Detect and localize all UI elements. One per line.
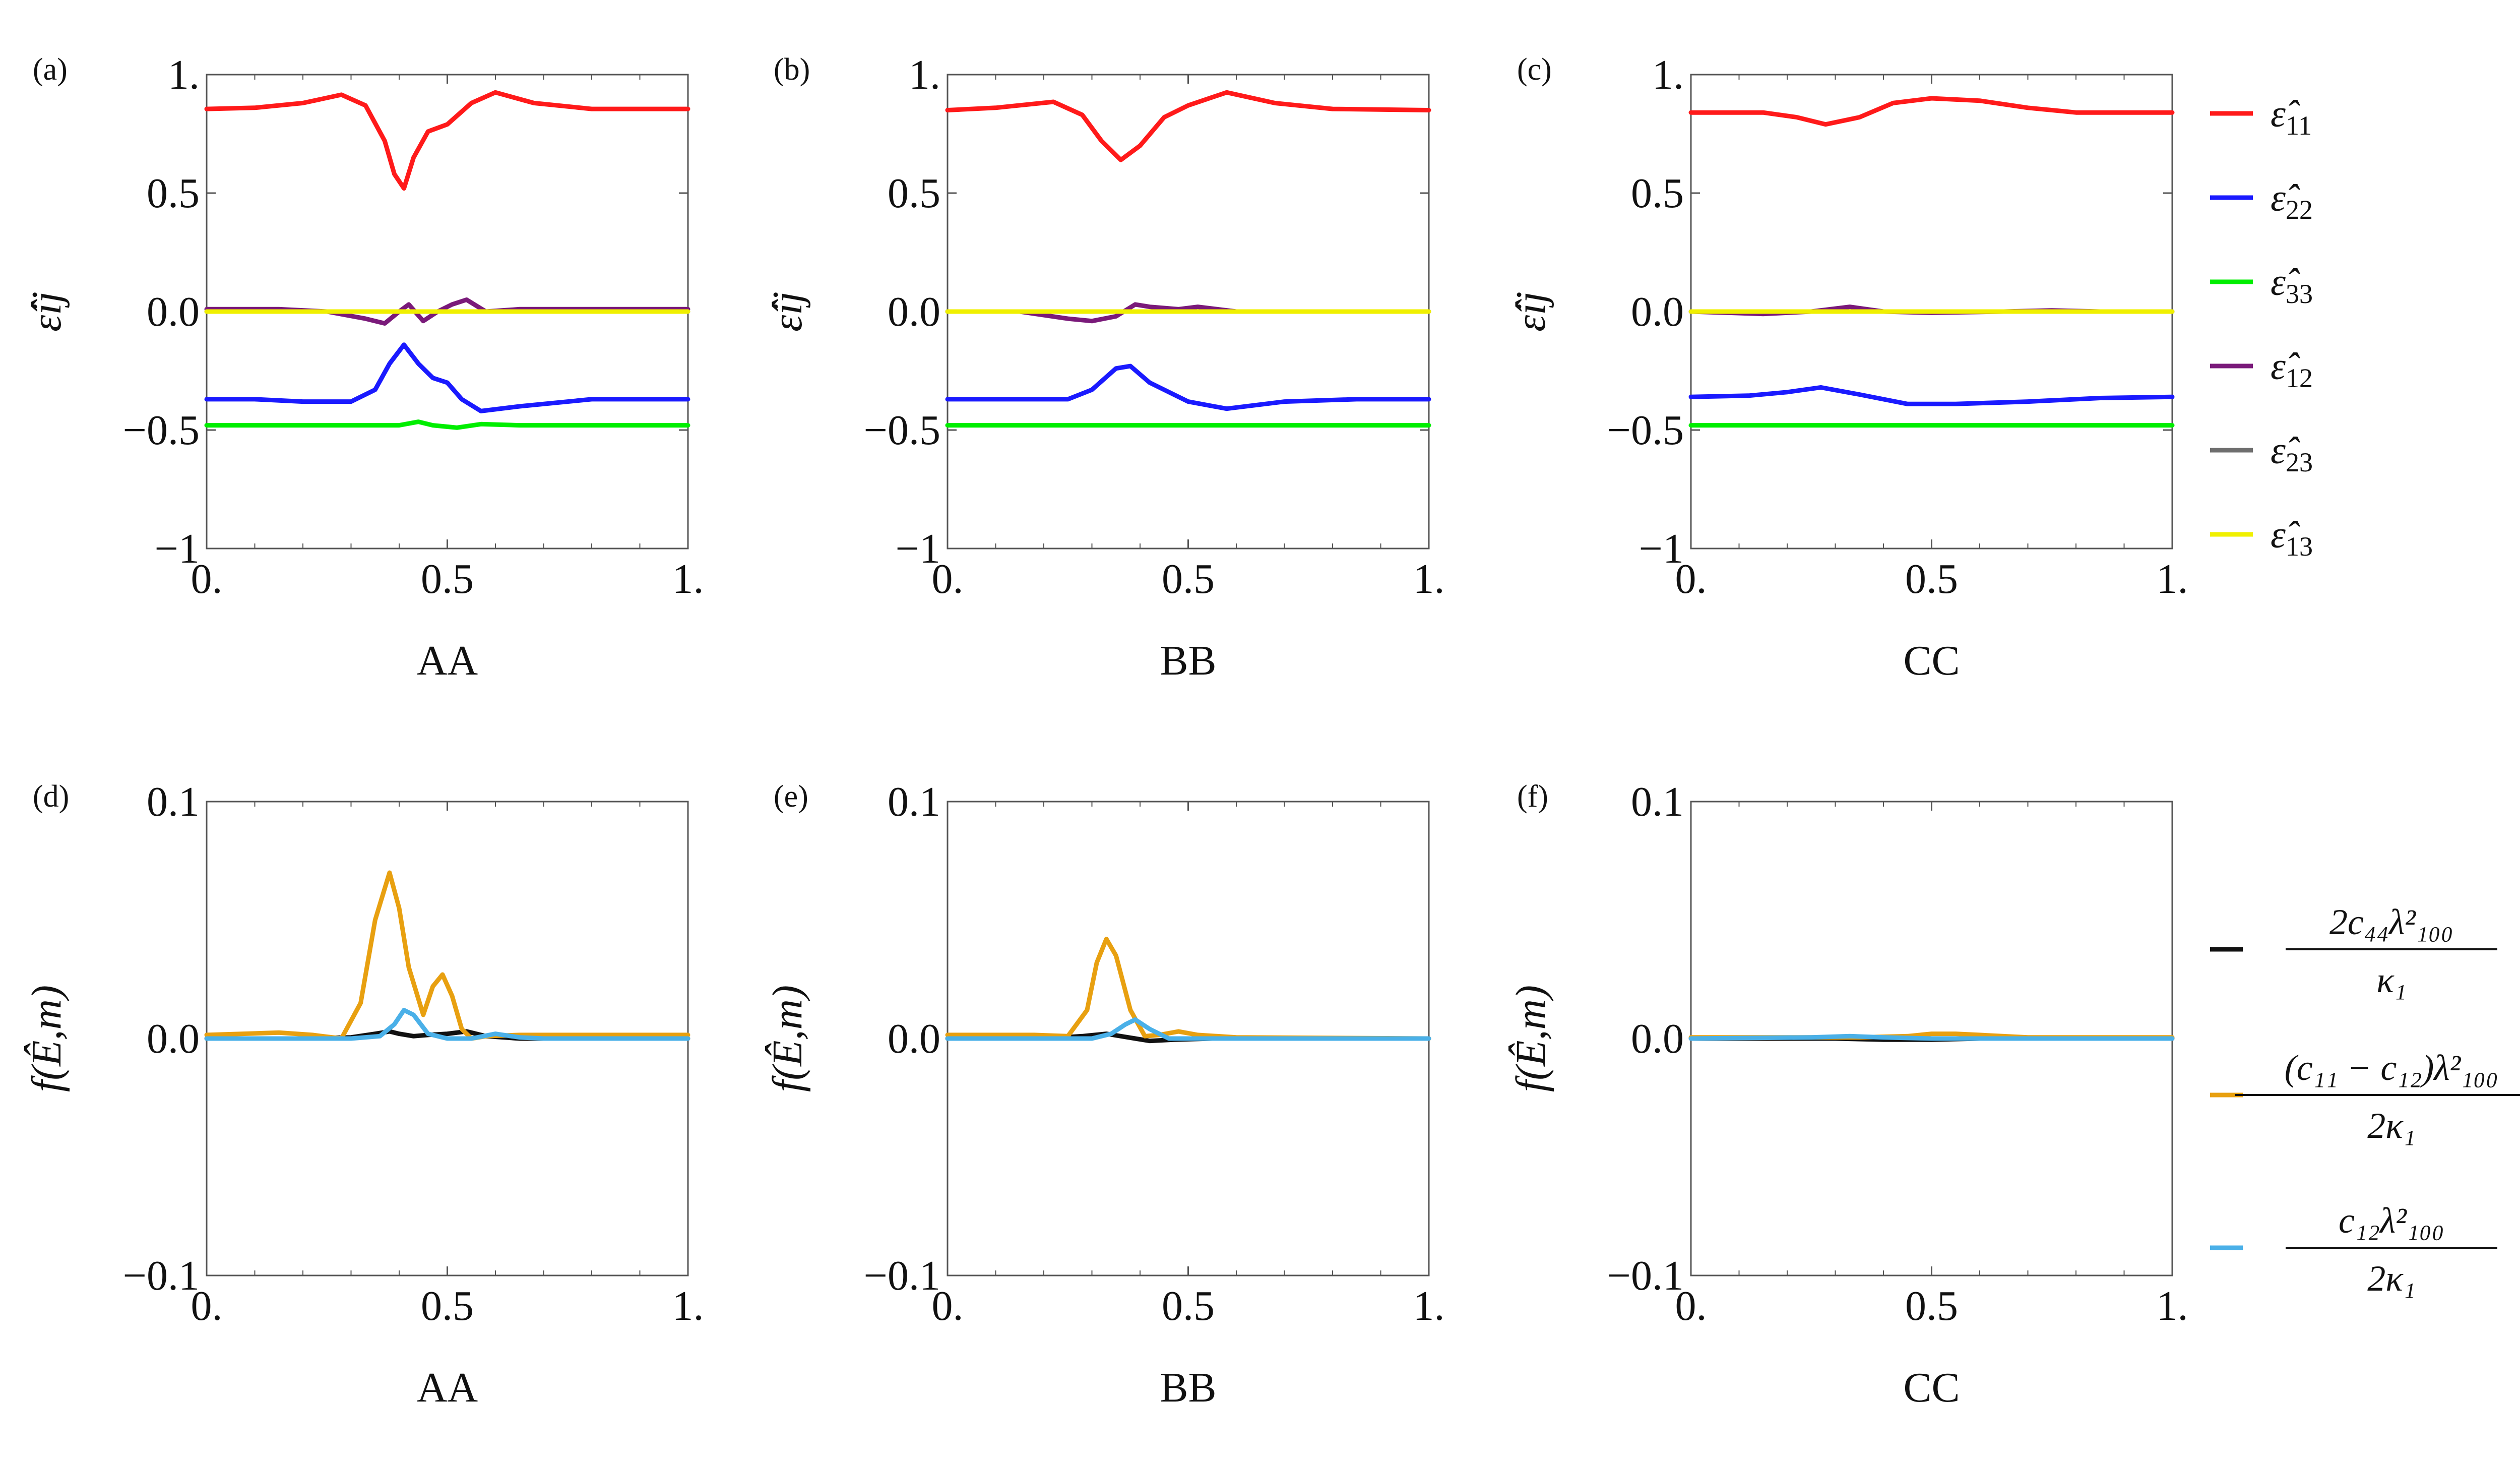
x-tick-label: 0. [932,556,964,602]
y-tick-label: −0.5 [123,407,200,454]
series-line [945,90,1431,162]
x-tick-label: 1. [672,1283,704,1329]
y-tick-label: 0.1 [147,778,200,825]
legend-label: ε̂12 [2271,345,2313,393]
y-tick-label: −1 [155,525,200,572]
legend-numerator: (c₁₁ − c₁₂)λ²₁₀₀ [2285,1048,2498,1088]
legend-denominator: 2κ₁ [2367,1258,2416,1299]
y-tick-label: −0.5 [864,407,940,454]
legend-label: ε̂11 [2271,93,2312,141]
legend-bottom: 2c₄₄λ²₁₀₀ κ₁ (c₁₁ − c₁₂)λ²₁₀₀ 2κ₁ c₁₂λ²₁₀₀ 2κ… [2210,902,2520,1299]
y-tick-label: 1. [1652,51,1684,98]
x-tick-label: 0.5 [1905,556,1958,602]
y-tick-label: −1 [896,525,940,572]
y-tick-label: 0.0 [147,288,200,335]
panel-f: (f) −0.1 0.0 0.1 0. 0.5 1. CC f(Ê,m) [1507,778,2188,1411]
panel-b: (b) −1 −0.5 0.0 0.5 1. 0. 0.5 1. BB ε̂ij [764,51,1445,684]
y-tick-label: 0.5 [147,170,200,217]
panel-d: (d) −0.1 0.0 0.1 0. 0.5 1. AA f(Ê,m) [23,778,704,1411]
x-axis-label: AA [417,1364,478,1411]
y-tick-label: −0.1 [864,1252,940,1299]
x-tick-label: 1. [2157,1283,2188,1329]
x-axis-label: CC [1903,637,1960,684]
y-tick-label: 0.0 [147,1015,200,1062]
panel-letter: (b) [774,52,810,87]
y-tick-label: 0.1 [1631,778,1684,825]
y-tick-label: 0.1 [888,778,940,825]
series-line [204,90,690,191]
series-line [1688,1033,2175,1041]
legend-top: ε̂11 ε̂22 ε̂33 ε̂12 ε̂23 ε̂13 [2210,93,2313,562]
y-tick-label: −0.1 [123,1252,200,1299]
panel-letter: (a) [33,52,68,87]
y-tick-label: −0.5 [1607,407,1684,454]
x-tick-label: 0. [191,1283,223,1329]
x-tick-label: 1. [1413,1283,1445,1329]
series-line [204,342,690,413]
x-tick-label: 0.5 [1162,556,1215,602]
y-tick-label: 0.0 [1631,288,1684,335]
x-tick-label: 0. [1675,556,1707,602]
y-tick-label: −1 [1639,525,1684,572]
y-axis-label: f(Ê,m) [764,985,811,1092]
series-line [204,419,690,430]
series-line [204,1008,690,1041]
legend-label: ε̂13 [2271,514,2313,562]
x-tick-label: 0.5 [421,556,474,602]
x-tick-label: 1. [672,556,704,602]
series-line [204,870,690,1041]
y-tick-label: 0.0 [1631,1015,1684,1062]
x-axis-label: AA [417,637,478,684]
y-tick-label: 0.5 [1631,170,1684,217]
panel-letter: (d) [33,779,69,814]
x-tick-label: 0.5 [1162,1283,1215,1329]
panel-letter: (e) [774,779,808,814]
panel-letter: (c) [1517,52,1552,87]
legend-numerator: c₁₂λ²₁₀₀ [2339,1200,2444,1241]
x-axis-label: BB [1160,637,1216,684]
y-tick-label: 0.0 [888,288,940,335]
y-axis-label: ε̂ij [764,291,811,332]
x-tick-label: 0. [191,556,223,602]
y-axis-label: ε̂ij [23,291,70,332]
y-tick-label: 1. [168,51,200,98]
panel-letter: (f) [1517,779,1548,814]
legend-label: ε̂33 [2271,261,2313,309]
x-axis-label: BB [1160,1364,1216,1411]
y-tick-label: 0.5 [888,170,940,217]
y-axis-label: f(Ê,m) [1507,985,1554,1092]
x-tick-label: 1. [1413,556,1445,602]
y-tick-label: 0.0 [888,1015,940,1062]
x-tick-label: 0. [932,1283,964,1329]
x-tick-label: 0.5 [1905,1283,1958,1329]
legend-numerator: 2c₄₄λ²₁₀₀ [2329,902,2453,942]
y-tick-label: −0.1 [1607,1252,1684,1299]
legend-label: ε̂22 [2271,177,2313,225]
x-tick-label: 0.5 [421,1283,474,1329]
y-axis-label: f(Ê,m) [23,985,70,1092]
y-tick-label: 1. [909,51,940,98]
legend-label: ε̂23 [2271,430,2313,477]
panel-c: (c) −1 −0.5 0.0 0.5 1. 0. 0.5 1. CC ε̂ij [1507,51,2188,684]
series-line [945,363,1431,411]
series-line [945,1017,1431,1041]
legend-denominator: 2κ₁ [2367,1106,2416,1146]
panel-a: (a) −1 −0.5 0.0 0.5 1. 0. 0.5 1. AA ε̂ij [23,51,704,684]
x-axis-label: CC [1903,1364,1960,1411]
legend-denominator: κ₁ [2376,960,2407,1000]
series-line [1688,385,2175,406]
series-line [945,302,1431,324]
x-tick-label: 0. [1675,1283,1707,1329]
y-axis-label: ε̂ij [1507,291,1554,332]
panel-e: (e) −0.1 0.0 0.1 0. 0.5 1. BB f(Ê,m) [764,778,1445,1411]
series-line [1688,96,2175,127]
x-tick-label: 1. [2157,556,2188,602]
series-line [945,937,1431,1041]
